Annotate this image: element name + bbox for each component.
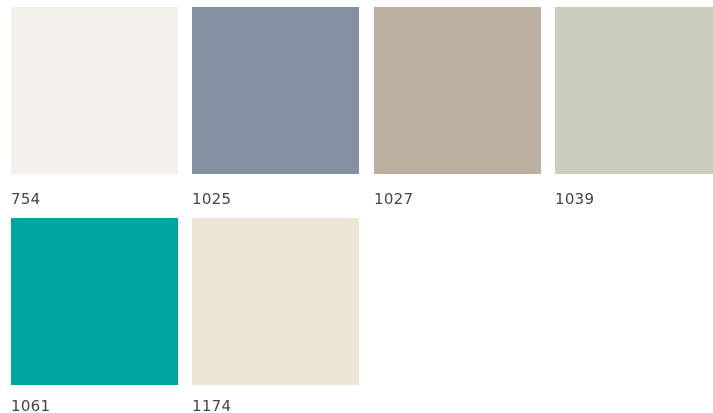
color-chip[interactable] bbox=[555, 7, 713, 174]
swatch-1025[interactable]: 1025 bbox=[192, 7, 359, 208]
swatch-code-label: 1025 bbox=[192, 190, 232, 208]
swatch-code-label: 1027 bbox=[374, 190, 414, 208]
swatch-1174[interactable]: 1174 bbox=[192, 218, 359, 413]
color-chip[interactable] bbox=[374, 7, 541, 174]
swatch-code-label: 754 bbox=[11, 190, 41, 208]
swatch-1027[interactable]: 1027 bbox=[374, 7, 541, 208]
color-chip[interactable] bbox=[192, 7, 359, 174]
swatch-1061[interactable]: 1061 bbox=[11, 218, 178, 413]
color-chip[interactable] bbox=[11, 218, 178, 385]
swatch-code-label: 1061 bbox=[11, 397, 51, 413]
swatch-code-label: 1039 bbox=[555, 190, 595, 208]
swatch-code-label: 1174 bbox=[192, 397, 232, 413]
swatch-754[interactable]: 754 bbox=[11, 7, 178, 208]
swatch-1039[interactable]: 1039 bbox=[555, 7, 713, 208]
color-chip[interactable] bbox=[11, 7, 178, 174]
color-chip[interactable] bbox=[192, 218, 359, 385]
